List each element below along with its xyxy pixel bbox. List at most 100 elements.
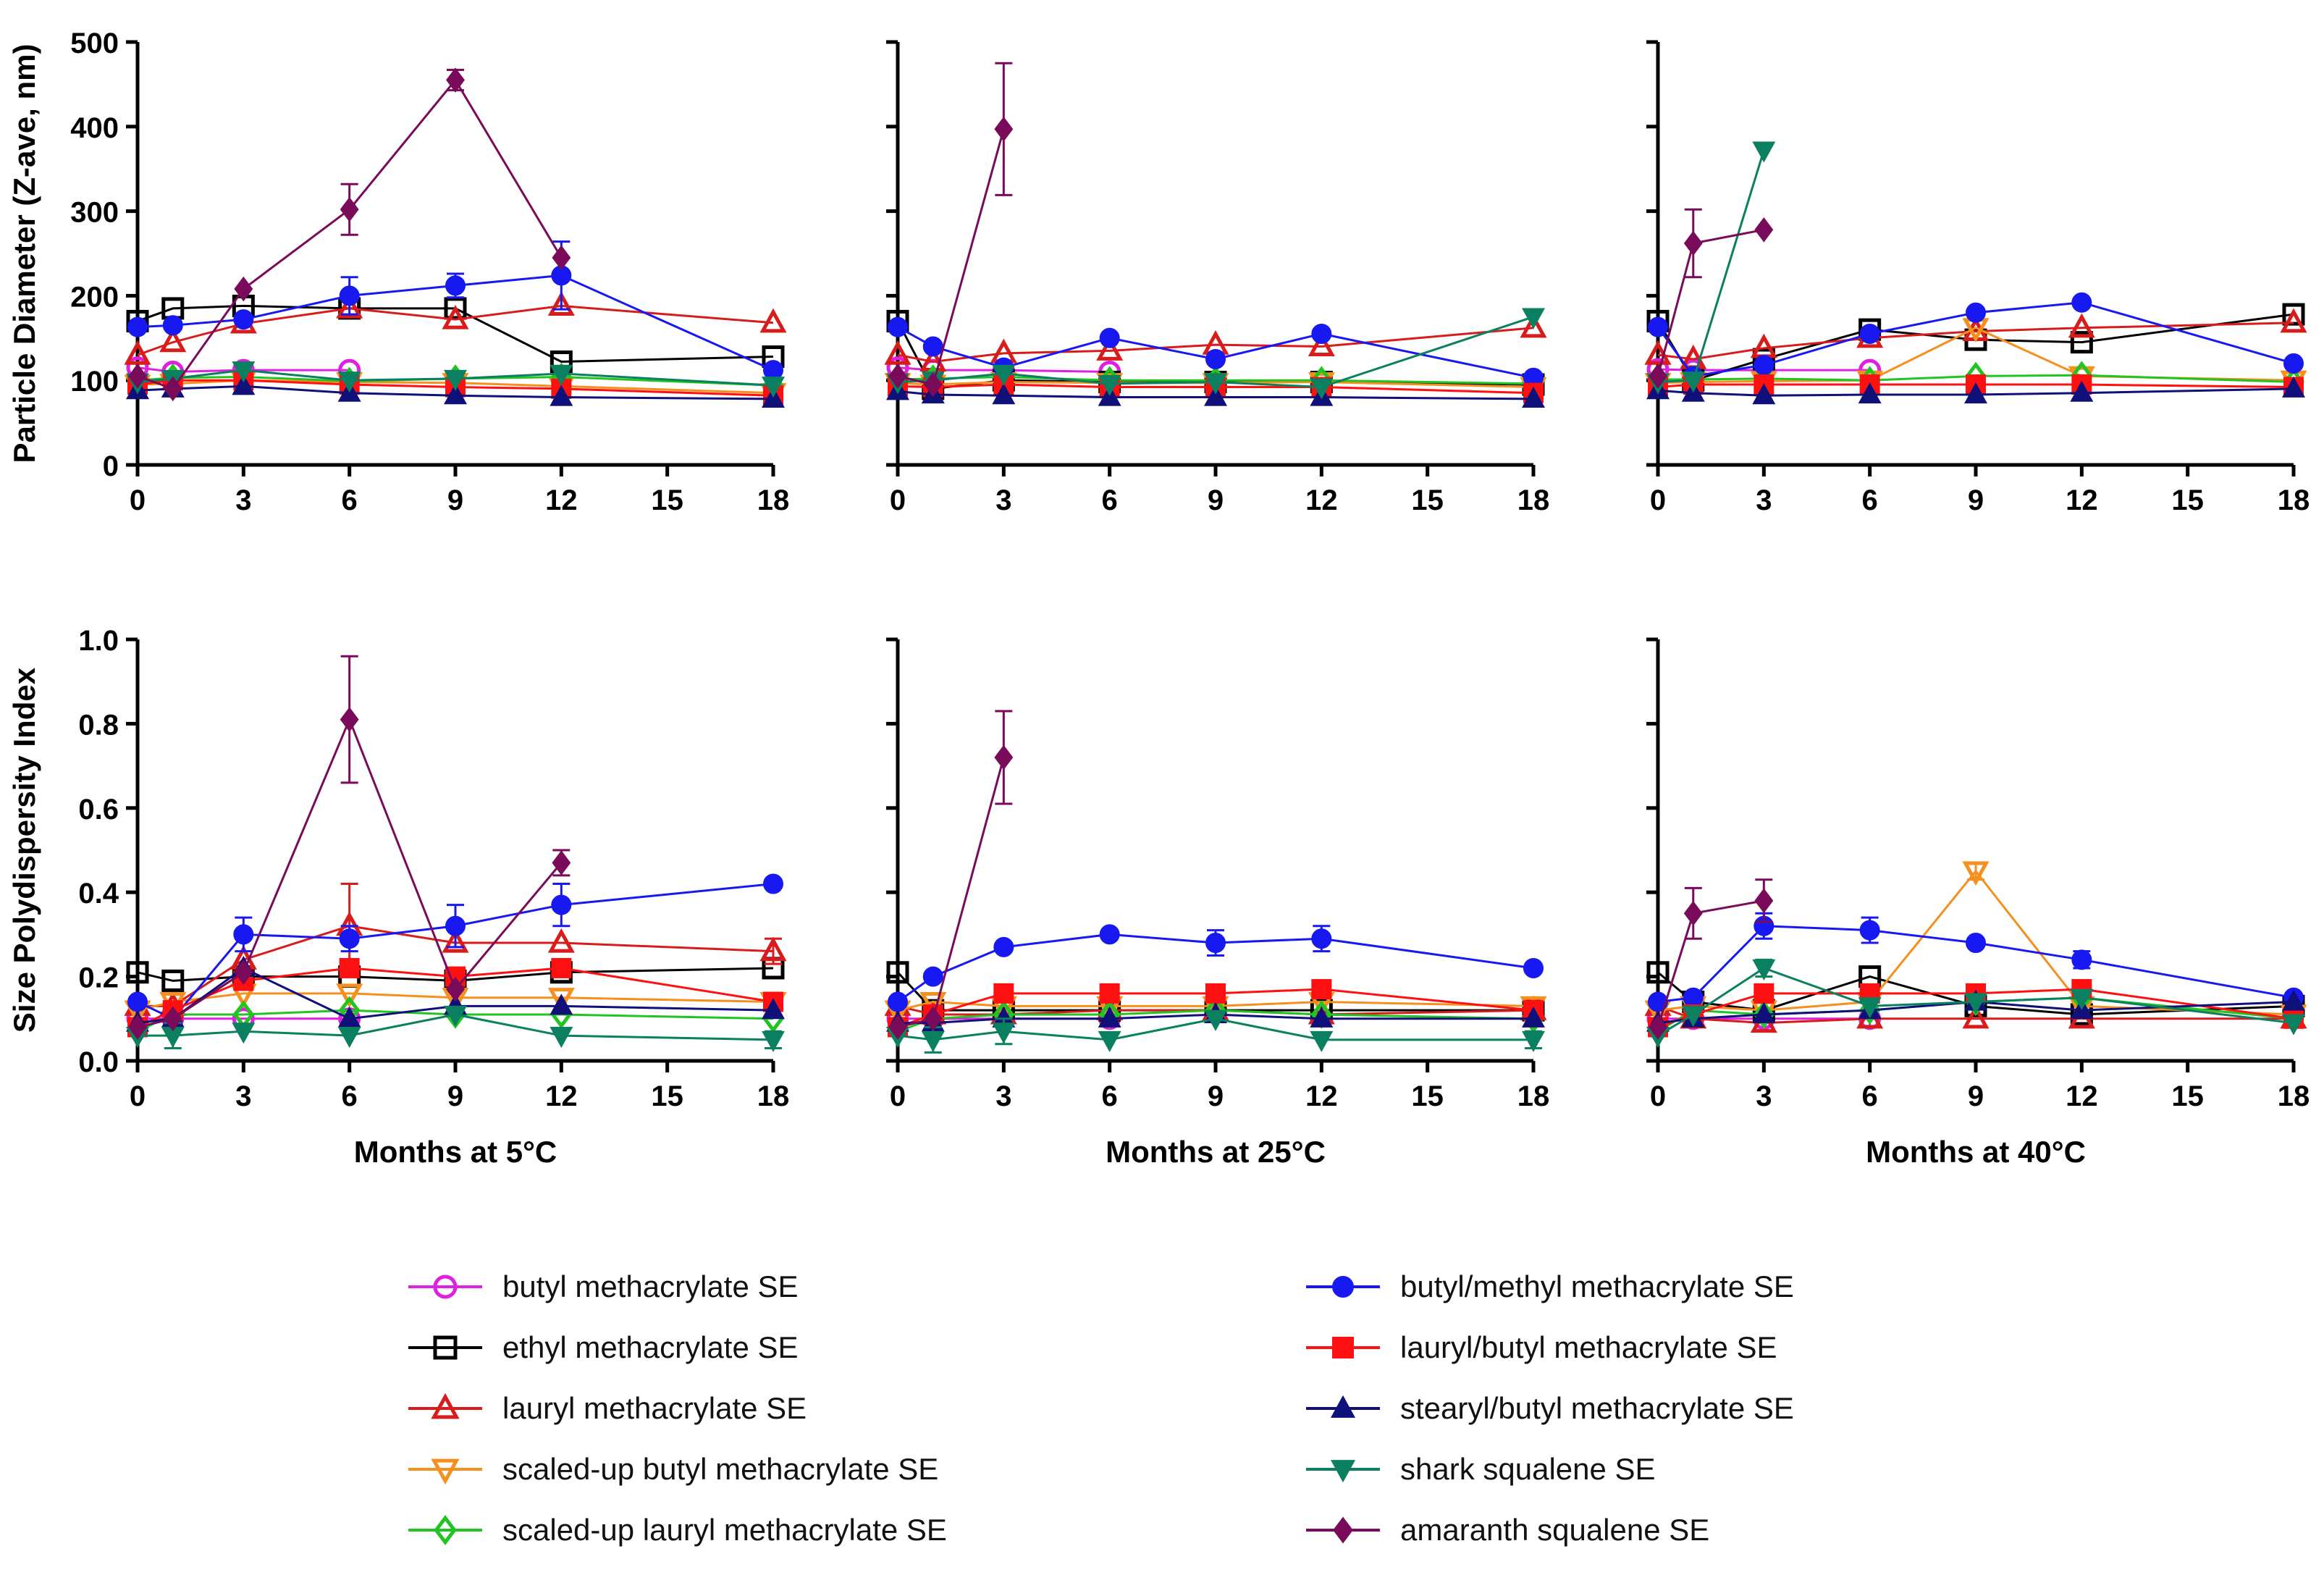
data-point — [2282, 989, 2305, 1011]
legend-item: stearyl/butyl methacrylate SE — [1303, 1378, 1794, 1439]
series-5 — [888, 924, 1544, 1012]
y-tick-label: 200 — [70, 281, 119, 313]
legend-symbol-icon — [1306, 1516, 1380, 1544]
legend-label: butyl methacrylate SE — [502, 1269, 799, 1303]
legend-label: scaled-up lauryl methacrylate SE — [502, 1513, 947, 1547]
x-tick-label: 3 — [995, 1080, 1011, 1112]
data-point — [340, 707, 359, 732]
data-point — [234, 959, 253, 986]
data-point — [1310, 378, 1334, 400]
series-7 — [1646, 376, 2305, 405]
data-point — [550, 385, 573, 406]
data-point — [884, 340, 912, 365]
data-point — [1311, 323, 1332, 344]
legend-symbol-icon — [1306, 1395, 1380, 1418]
data-point — [1204, 385, 1227, 406]
data-point — [550, 994, 573, 1015]
data-point — [1648, 316, 1668, 337]
data-point — [339, 285, 360, 306]
series-5 — [127, 240, 783, 381]
series-line — [897, 128, 1005, 386]
series-8 — [886, 1009, 1545, 1054]
x-tick-label: 9 — [447, 484, 463, 516]
data-point — [1964, 993, 1987, 1015]
data-point — [1308, 332, 1335, 357]
x-tick-label: 9 — [1208, 1080, 1224, 1112]
data-point — [1522, 386, 1545, 408]
legend-item: scaled-up butyl methacrylate SE — [405, 1439, 947, 1500]
x-tick-label: 3 — [235, 484, 251, 516]
legend-label: scaled-up butyl methacrylate SE — [502, 1452, 939, 1486]
data-point — [888, 1015, 907, 1040]
data-point — [2070, 380, 2094, 402]
legend-label: ethyl methacrylate SE — [502, 1330, 799, 1364]
data-point — [1649, 1015, 1667, 1040]
y-tick-label: 1.0 — [78, 625, 119, 657]
data-point — [1096, 336, 1124, 361]
data-point — [552, 850, 571, 875]
legend-item: amaranth squalene SE — [1303, 1500, 1794, 1561]
data-point — [1522, 1030, 1545, 1052]
x-tick-label: 12 — [2066, 1080, 2098, 1112]
data-point — [923, 1006, 943, 1032]
legend-symbol-icon — [1306, 1337, 1380, 1358]
data-point — [2282, 376, 2305, 398]
legend-label: amaranth squalene SE — [1400, 1513, 1710, 1547]
x-tick-label: 6 — [342, 484, 358, 516]
data-point — [159, 327, 187, 353]
panel-5: 0 3 6 9 12 15 18 Months at 40°C — [1644, 637, 2310, 1169]
series-line — [897, 366, 1110, 374]
legend-marker — [434, 1515, 457, 1545]
y-tick-label: 300 — [70, 197, 119, 229]
data-point — [759, 936, 787, 962]
data-point — [993, 983, 1014, 1004]
y-tick-label: 400 — [70, 112, 119, 144]
data-point — [1522, 1006, 1545, 1028]
x-tick-label: 6 — [1102, 1080, 1118, 1112]
data-point — [1752, 1001, 1776, 1024]
data-point — [1859, 323, 1880, 344]
legend-marker — [1332, 1276, 1354, 1298]
legend-item: ethyl methacrylate SE — [405, 1317, 947, 1378]
x-tick-label: 18 — [757, 484, 790, 516]
x-tick-label: 9 — [1968, 484, 1984, 516]
x-axis-label: Months at 40°C — [1866, 1135, 2086, 1169]
data-point — [1205, 349, 1226, 369]
data-point — [550, 364, 573, 386]
data-point — [445, 275, 466, 296]
x-tick-label: 15 — [651, 484, 683, 516]
legend-label: lauryl methacrylate SE — [502, 1391, 807, 1425]
x-tick-label: 6 — [1862, 1080, 1878, 1112]
legend-item: scaled-up lauryl methacrylate SE — [405, 1500, 947, 1561]
data-point — [1683, 987, 1704, 1008]
data-point — [922, 336, 943, 357]
data-point — [993, 936, 1014, 957]
y-axis-label: Particle Diameter (Z-ave, nm) — [7, 44, 41, 463]
data-point — [1099, 327, 1120, 348]
data-point — [161, 969, 185, 992]
data-point — [1205, 983, 1226, 1004]
data-point — [1753, 1000, 1775, 1029]
data-point — [234, 276, 253, 302]
data-point — [127, 316, 148, 337]
data-point — [994, 117, 1014, 142]
data-point — [339, 928, 360, 949]
legend-symbol-icon — [408, 1393, 482, 1419]
x-tick-label: 6 — [1102, 484, 1118, 516]
data-point — [2282, 1014, 2305, 1036]
data-point — [762, 377, 785, 398]
data-point — [1964, 382, 1987, 404]
data-point — [759, 308, 787, 333]
legend-marker — [431, 1458, 460, 1485]
data-point — [337, 1027, 361, 1049]
data-point — [1962, 1004, 1990, 1029]
series-9 — [128, 655, 571, 1040]
data-point — [1859, 920, 1880, 941]
x-tick-label: 18 — [2278, 1080, 2310, 1112]
y-tick-label: 500 — [70, 28, 119, 59]
data-point — [1683, 901, 1703, 926]
panel-2: 0 3 6 9 12 15 18 — [1644, 40, 2310, 516]
data-point — [446, 976, 465, 1002]
y-tick-label: 0.6 — [78, 794, 119, 826]
legend-marker — [433, 1274, 458, 1299]
